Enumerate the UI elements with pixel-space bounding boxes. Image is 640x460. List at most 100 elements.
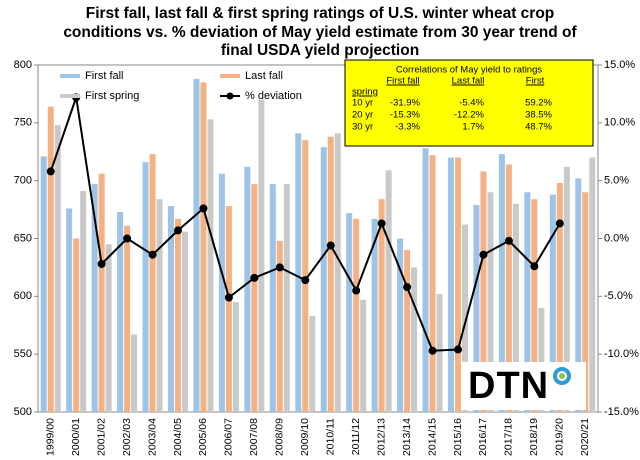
table-cell: 30 yr xyxy=(352,122,373,133)
point xyxy=(224,293,233,302)
y2-tick-label: -10.0% xyxy=(604,348,639,360)
x-tick-label: 2018/19 xyxy=(528,418,540,456)
bar xyxy=(175,218,181,412)
y-tick-label: 700 xyxy=(14,175,32,187)
x-tick-label: 2015/16 xyxy=(452,418,464,456)
legend-label: Last fall xyxy=(245,70,283,82)
bar xyxy=(487,192,494,412)
bar xyxy=(269,184,276,412)
bar xyxy=(91,184,98,412)
x-tick-label: 2013/14 xyxy=(401,418,413,456)
bar xyxy=(295,133,302,412)
bar xyxy=(105,244,112,412)
bar xyxy=(397,238,404,412)
x-tick-label: 2019/20 xyxy=(554,418,566,456)
bar xyxy=(575,178,582,412)
x-tick-label: 2016/17 xyxy=(477,418,489,456)
chart-title: conditions vs. % deviation of May yield … xyxy=(63,24,577,41)
bar xyxy=(346,213,353,412)
chart-title: final USDA yield projection xyxy=(221,42,419,59)
bar xyxy=(512,203,519,412)
bar xyxy=(200,82,207,412)
y-tick-label: 800 xyxy=(14,59,32,71)
table-header: Last fall xyxy=(452,76,485,87)
table-header: First xyxy=(526,76,545,87)
point xyxy=(123,234,132,243)
x-tick-label: 2004/05 xyxy=(172,418,184,456)
x-tick-label: 2020/21 xyxy=(579,418,591,456)
x-tick-label: 2001/02 xyxy=(95,418,107,456)
table-cell: 1.7% xyxy=(462,122,484,133)
bar xyxy=(505,164,512,412)
table-header: spring xyxy=(352,87,378,98)
bar xyxy=(117,211,124,412)
bar xyxy=(276,240,283,412)
y2-tick-label: 10.0% xyxy=(604,117,635,129)
bar xyxy=(436,294,443,412)
point xyxy=(97,259,106,268)
y2-tick-label: 0.0% xyxy=(604,232,629,244)
point xyxy=(504,236,513,245)
point xyxy=(479,250,488,259)
x-tick-label: 2017/18 xyxy=(503,418,515,456)
y-tick-label: 650 xyxy=(14,232,32,244)
bar xyxy=(334,133,341,412)
table-cell: 10 yr xyxy=(352,98,373,109)
bar xyxy=(371,218,378,412)
point xyxy=(428,346,437,355)
table-cell: -15.3% xyxy=(390,110,421,121)
bar xyxy=(98,173,105,412)
chart-title: First fall, last fall & first spring rat… xyxy=(86,5,555,22)
x-tick-label: 2002/03 xyxy=(121,418,133,456)
x-tick-label: 2012/13 xyxy=(375,418,387,456)
bar xyxy=(283,184,290,412)
point xyxy=(352,286,361,295)
table-cell: -31.9% xyxy=(390,98,421,109)
bar xyxy=(556,182,563,412)
bar xyxy=(429,155,436,412)
bar xyxy=(320,147,327,412)
point xyxy=(199,204,208,213)
bar xyxy=(232,302,239,412)
table-cell: 20 yr xyxy=(352,110,373,121)
bar xyxy=(73,238,80,412)
bar xyxy=(589,157,596,412)
bar xyxy=(378,199,385,412)
bar xyxy=(207,119,214,412)
x-tick-label: 2009/10 xyxy=(299,418,311,456)
point xyxy=(326,241,335,250)
y-tick-label: 500 xyxy=(14,406,32,418)
table-title: Correlations of May yield to ratings xyxy=(396,65,543,76)
bar xyxy=(309,315,316,412)
table-cell: 48.7% xyxy=(525,122,552,133)
x-tick-label: 2005/06 xyxy=(197,418,209,456)
point xyxy=(454,345,462,354)
logo-dot xyxy=(553,367,571,385)
bar xyxy=(156,199,163,412)
x-tick-label: 2011/12 xyxy=(350,418,362,455)
bar xyxy=(258,99,265,412)
x-tick-label: 2014/15 xyxy=(426,418,438,456)
x-tick-label: 2006/07 xyxy=(223,418,235,456)
point xyxy=(403,283,412,292)
bar xyxy=(531,199,538,412)
x-tick-label: 2007/08 xyxy=(248,418,260,456)
point xyxy=(174,226,182,235)
point xyxy=(46,167,55,176)
x-tick-label: 2000/01 xyxy=(70,418,82,456)
point xyxy=(555,219,564,228)
y-tick-label: 600 xyxy=(14,290,32,302)
table-box xyxy=(344,59,594,147)
bar xyxy=(448,157,454,412)
bar xyxy=(244,166,251,412)
bar xyxy=(80,191,87,412)
point xyxy=(377,219,386,228)
bar xyxy=(462,224,468,412)
table-cell: 38.5% xyxy=(525,110,552,121)
bar xyxy=(218,173,225,412)
bar xyxy=(549,194,556,412)
x-tick-label: 2008/09 xyxy=(274,418,286,456)
bar xyxy=(524,192,531,412)
legend-label: First spring xyxy=(85,90,139,102)
bar xyxy=(360,299,367,412)
